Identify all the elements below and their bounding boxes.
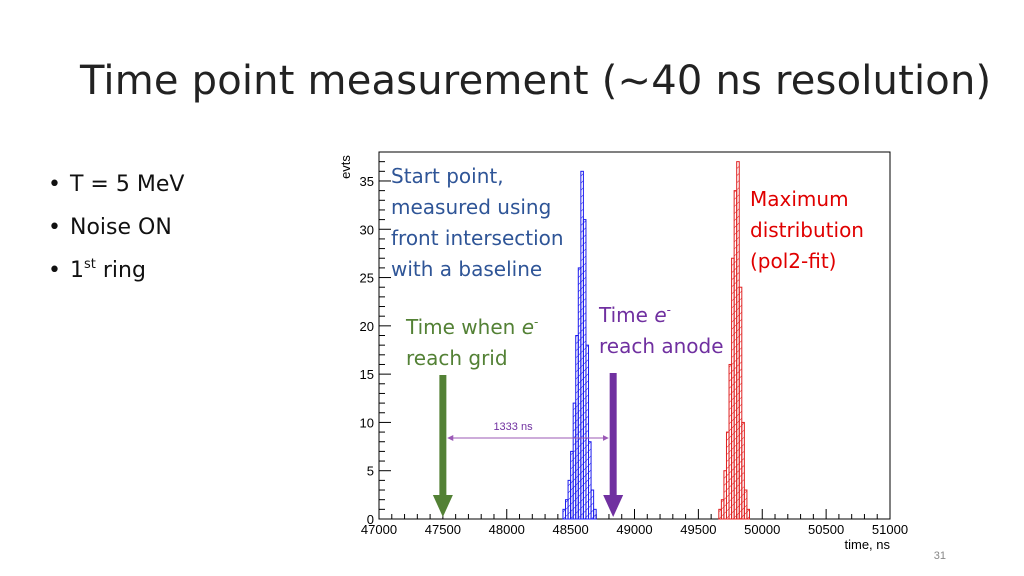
histogram-bin [746,508,750,520]
x-tick-label: 48500 [553,522,589,537]
plot-axes: 47000 47500 48000 48500 49000 49500 50000 50500… [338,155,908,552]
time-markers: 1333 ns [432,373,624,517]
grid-time-annotation: Time when e- reach grid [406,315,539,370]
y-tick-label: 0 [367,512,374,527]
histogram-bin [590,489,595,520]
x-tick-label: 49500 [680,522,716,537]
maximum-annotation: Maximum distribution (pol2-fit) [750,187,864,273]
slide-title: Time point measurement (~40 ns resolutio… [80,58,992,104]
interval-label: 1333 ns [493,421,533,433]
histogram-bin [743,489,748,520]
histogram-bin [738,286,743,520]
x-tick-label: 49000 [616,522,652,537]
x-tick-label: 50000 [744,522,780,537]
bullet-item: • 1st ring [48,257,146,283]
page-number: 31 [933,550,946,562]
x-tick-label: 50500 [808,522,844,537]
anode-time-arrowhead [603,495,624,517]
grid-time-arrowhead [432,495,453,517]
anode-time-annotation: Time e- reach anode [599,303,724,358]
start-point-annotation: Start point, measured using front inters… [391,164,564,281]
histogram-bin [585,344,590,520]
histogram-bin [588,441,592,520]
x-tick-label: 47500 [425,522,461,537]
x-tick-label: 51000 [872,522,908,537]
y-tick-label: 15 [360,367,374,382]
y-axis-title: evts [338,155,353,179]
histogram-bin [593,508,597,520]
y-tick-label: 25 [360,271,374,286]
y-tick-label: 35 [360,174,374,189]
x-tick-label: 48000 [489,522,525,537]
y-tick-label: 10 [360,415,374,430]
bullet-item: • Noise ON [48,215,172,240]
x-tick-label: 47000 [361,522,397,537]
bullet-item: • T = 5 MeV [48,172,185,197]
histogram-bin [741,421,745,520]
y-tick-label: 20 [360,319,374,334]
y-tick-label: 5 [367,464,374,479]
histogram-bars [562,161,750,520]
bullet-list: • T = 5 MeV • Noise ON • 1st ring [48,166,184,295]
y-tick-label: 30 [360,222,374,237]
x-axis-title: time, ns [844,537,890,552]
